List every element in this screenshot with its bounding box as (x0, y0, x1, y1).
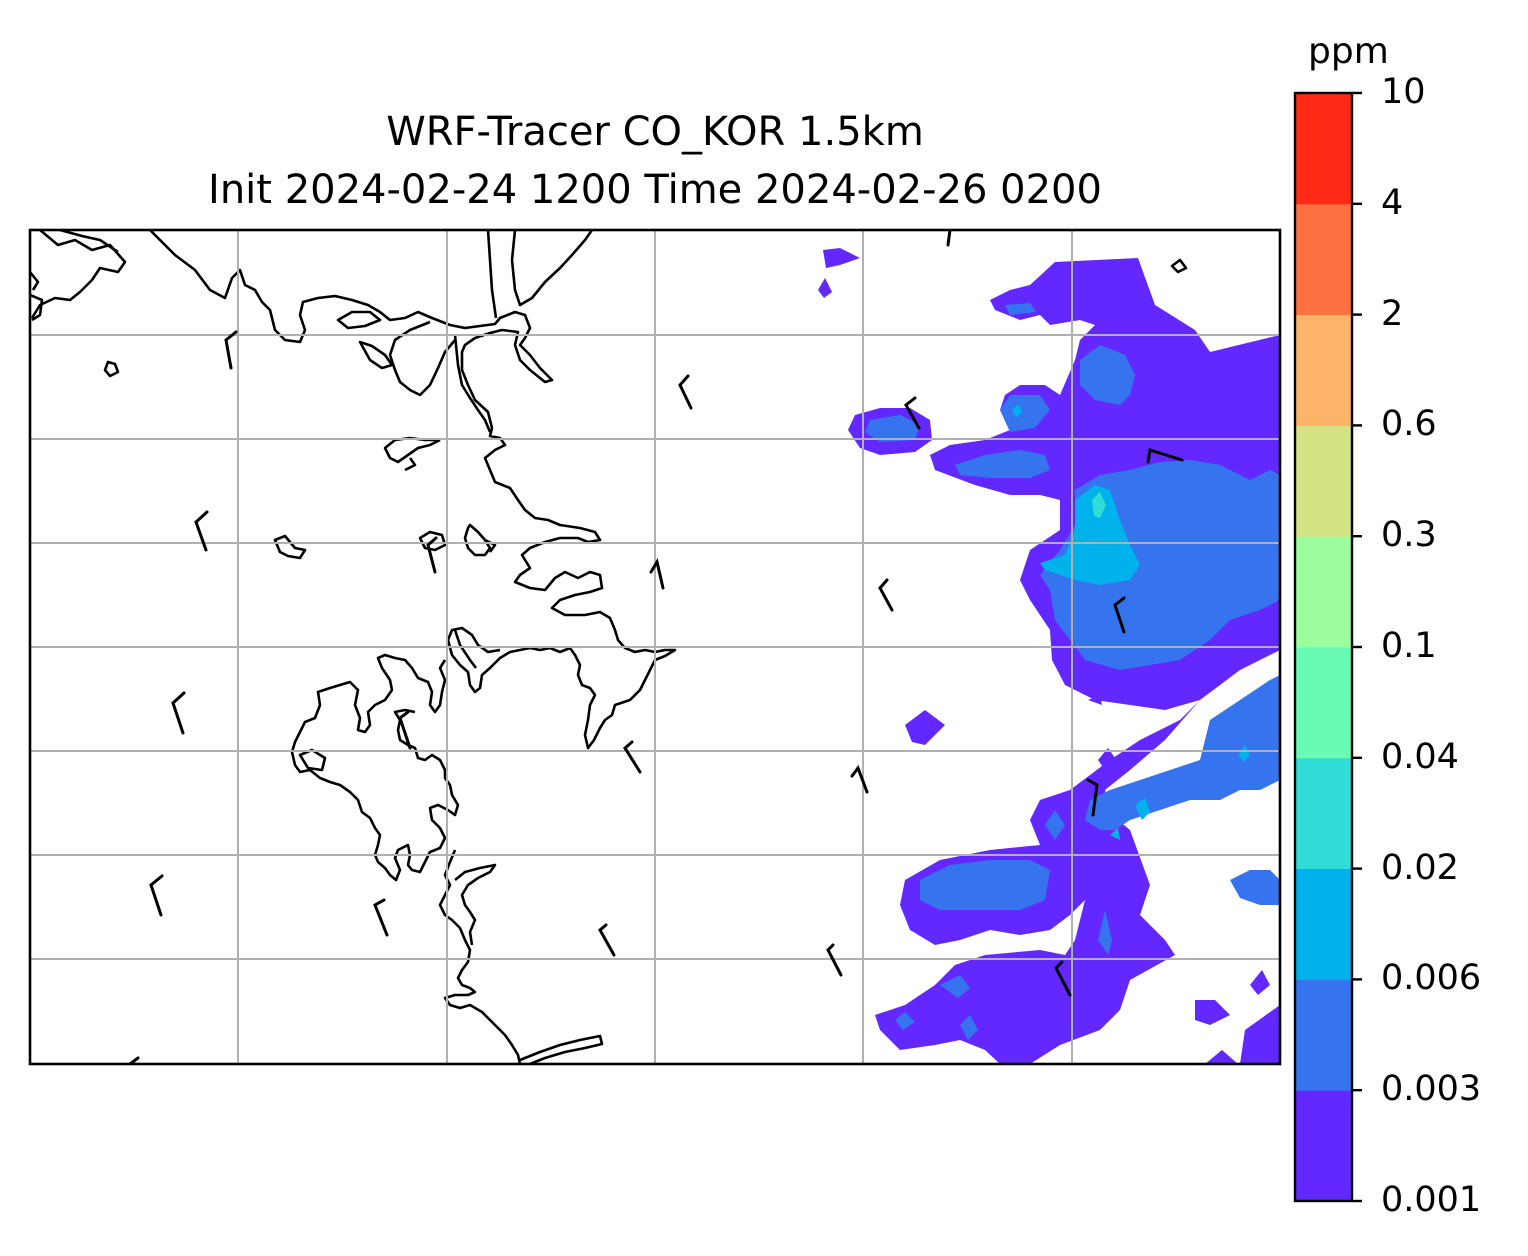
colorbar-band (1295, 1090, 1352, 1202)
colorbar-tick-label: 0.006 (1381, 958, 1482, 999)
coastline-west-edge (30, 271, 44, 322)
tracer-core-13 (1260, 712, 1280, 740)
wind-barb (1113, 596, 1126, 634)
tracer-peak-5 (1238, 745, 1250, 762)
tracer-core-2 (1005, 303, 1036, 315)
wind-barb (426, 536, 438, 574)
tracer-blob-small-3 (905, 710, 945, 745)
wind-barb (373, 898, 389, 937)
wind-barbs (128, 230, 1184, 1064)
tracer-blob-small-6 (1205, 1050, 1238, 1064)
colorbar-band (1295, 203, 1352, 316)
wind-barb (850, 764, 869, 794)
tracer-peak-3 (1110, 828, 1120, 840)
colorbar-tick-label: 0.6 (1381, 404, 1437, 445)
colorbar-tick-label: 2 (1381, 293, 1404, 334)
tracer-peak-1 (1040, 485, 1140, 585)
tracer-core-12 (1098, 910, 1112, 955)
colorbar-unit-label: ppm (1308, 31, 1389, 72)
coastline-upper-left (59, 230, 119, 254)
title-line-2: Init 2024-02-24 1200 Time 2024-02-26 020… (208, 167, 1102, 213)
colorbar (1293, 91, 1362, 1203)
colorbar-band (1295, 647, 1352, 759)
colorbar-tick-label: 0.04 (1381, 736, 1459, 777)
colorbar-bands (1295, 93, 1352, 1202)
wind-barb (649, 558, 665, 590)
colorbar-tick-marks (1352, 91, 1362, 1203)
tracer-blob-small-8 (1250, 970, 1270, 995)
wind-barb (678, 374, 693, 410)
tracer-peak-4 (1012, 404, 1022, 418)
tracer-peak-2 (1135, 798, 1150, 820)
tracer-core-4 (955, 450, 1050, 478)
tracer-max (1092, 492, 1106, 518)
colorbar-band (1295, 314, 1352, 426)
tracer-core-north (1080, 345, 1135, 405)
coastline-peninsula-west (486, 230, 594, 319)
wind-barb (1054, 960, 1072, 997)
colorbar-tick-label: 10 (1381, 72, 1426, 112)
wind-barb (946, 230, 952, 247)
wind-barb (194, 510, 209, 552)
island-3 (418, 530, 447, 552)
tracer-core-7 (1230, 870, 1280, 905)
colorbar-tick-label: 0.3 (1381, 515, 1437, 556)
wind-barb (826, 943, 843, 977)
tracer-core-1 (865, 415, 920, 442)
island-4 (336, 310, 382, 330)
colorbar-band (1295, 868, 1352, 980)
wind-barb (878, 578, 894, 612)
wind-barb (149, 874, 164, 917)
tracer-core-6 (920, 860, 1050, 910)
coastline-south (290, 653, 460, 882)
wind-barb (171, 691, 186, 735)
tracer-blob-small-1 (823, 248, 860, 268)
coastline-mid-1 (463, 523, 492, 557)
wind-barb (398, 710, 412, 750)
coastline-mid-2 (484, 538, 497, 553)
map-frame (28, 228, 1282, 1066)
tracer-core-3 (1000, 395, 1050, 432)
coastline-southeast-inlet (519, 1034, 604, 1064)
colorbar-tick-label: 0.1 (1381, 626, 1437, 666)
colorbar-tick-label: 0.02 (1381, 847, 1459, 888)
colorbar-tick-label: 0.001 (1381, 1180, 1482, 1220)
wind-barb (224, 330, 238, 370)
colorbar-band (1295, 536, 1352, 648)
colorbar-band (1295, 979, 1352, 1091)
tracer-core-8 (940, 975, 970, 998)
map-panel[interactable] (28, 228, 1282, 1066)
tracer-core-9 (895, 1012, 915, 1030)
colorbar-band (1295, 757, 1352, 870)
colorbar-band (1295, 425, 1352, 537)
island-5 (358, 340, 394, 370)
title-line-1: WRF-Tracer CO_KOR 1.5km (386, 109, 924, 155)
colorbar-tick-label: 0.003 (1381, 1069, 1482, 1110)
tracer-blob-small-4 (1195, 1000, 1230, 1025)
tracer-core-11 (960, 1015, 978, 1040)
colorbar-tick-label: 4 (1381, 182, 1404, 223)
tracer-core-10 (1045, 810, 1065, 840)
tracer-blob-small-5 (1240, 1005, 1280, 1064)
tracer-blob-small-9 (1088, 695, 1102, 705)
wind-barb (598, 923, 616, 957)
wind-barb (1086, 778, 1099, 817)
tracer-blob-small-2 (818, 278, 832, 298)
island-6 (1170, 258, 1188, 274)
island-1 (103, 360, 120, 378)
island-2 (273, 534, 307, 560)
wind-barb (1146, 448, 1184, 464)
wind-barb (904, 396, 921, 430)
tracer-blob-small-7 (1098, 748, 1115, 770)
colorbar-band (1295, 93, 1352, 205)
coastline-gulf (388, 320, 492, 433)
wind-barb (623, 740, 642, 774)
coastline-south-2 (438, 849, 522, 1064)
map-gridlines (30, 230, 1280, 1064)
tracer-core-south (1085, 675, 1280, 830)
